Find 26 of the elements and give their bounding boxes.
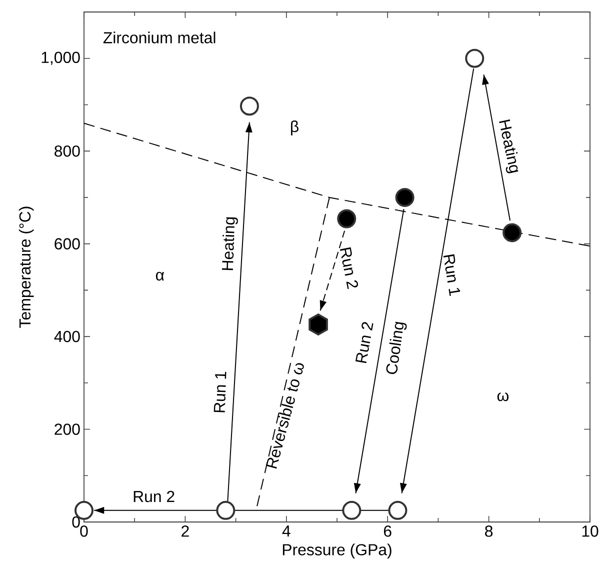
annotation: Run 2 — [355, 322, 374, 364]
y-tick-label: 200 — [54, 424, 80, 435]
y-tick-label: 1,000 — [42, 52, 80, 65]
annotation: Heating — [499, 119, 518, 174]
x-tick-label: 6 — [384, 526, 392, 537]
y-tick-label: 400 — [54, 330, 80, 342]
x-axis-title: Pressure (GPa) — [282, 544, 392, 558]
x-tick-label: 0 — [80, 526, 88, 537]
annotation: Run 1 — [443, 254, 460, 296]
y-tick-label: 600 — [54, 238, 80, 250]
y-tick-label: 0 — [72, 516, 80, 528]
annotation: Run 1 — [214, 372, 226, 412]
annotation: α — [156, 272, 164, 281]
x-tick-label: 8 — [485, 526, 493, 537]
annotation: Heating — [222, 217, 238, 270]
annotation: ω — [497, 392, 509, 402]
annotation: Run 2 — [134, 490, 174, 502]
y-axis-title: Temperature (°C) — [18, 206, 34, 328]
annotation: Zirconium metal — [103, 32, 216, 44]
annotation: β — [291, 120, 298, 136]
y-tick-label: 800 — [54, 145, 80, 157]
x-tick-label: 2 — [182, 526, 189, 537]
x-tick-label: 10 — [582, 526, 598, 537]
annotation: Run 2 — [340, 247, 358, 290]
x-tick-label: 4 — [282, 526, 290, 536]
annotation: Cooling — [386, 322, 407, 374]
